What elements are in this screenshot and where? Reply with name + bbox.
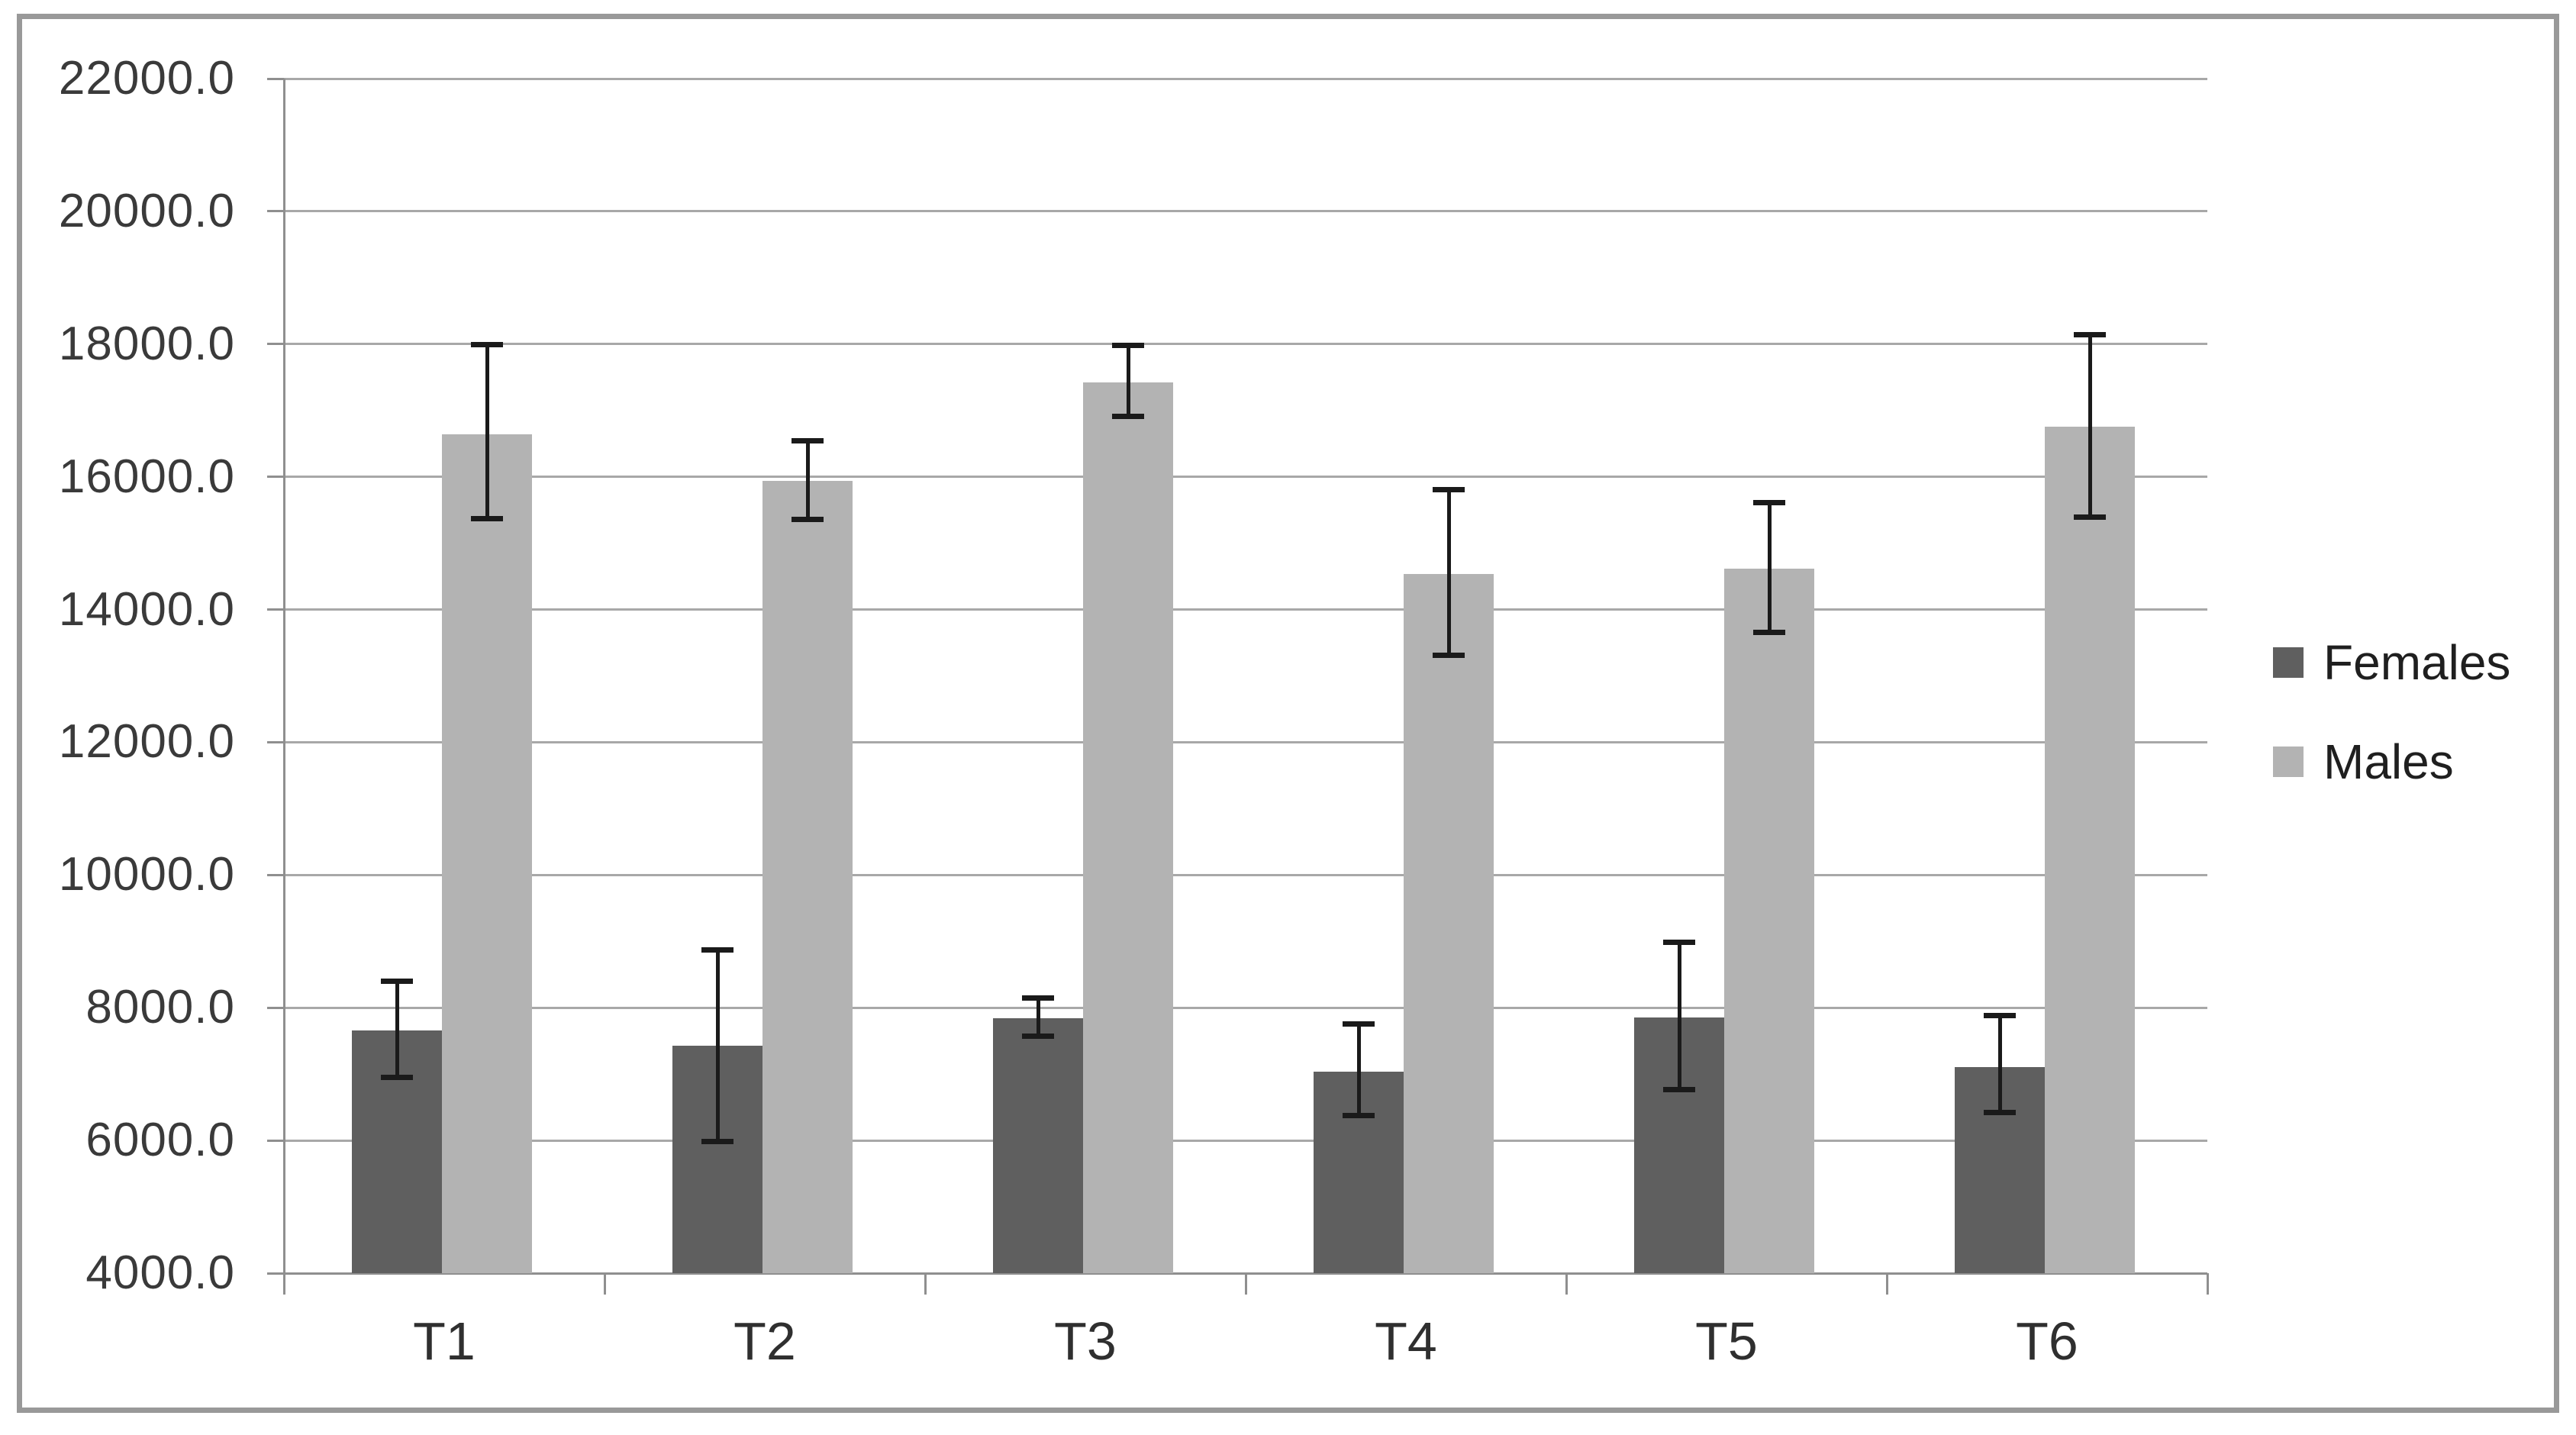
x-tick-label-T1: T1 bbox=[413, 1311, 476, 1371]
error-cap-top-males-T3 bbox=[1112, 343, 1144, 348]
error-cap-bottom-males-T1 bbox=[471, 516, 503, 521]
y-tick-4000 bbox=[267, 1272, 284, 1275]
y-tick-label-16000: 16000.0 bbox=[58, 450, 235, 503]
error-cap-bottom-males-T2 bbox=[791, 517, 824, 522]
gridline-18000 bbox=[284, 343, 2207, 345]
x-tick-3 bbox=[1245, 1273, 1247, 1295]
error-cap-top-males-T2 bbox=[791, 438, 824, 443]
error-stem-males-T5 bbox=[1768, 502, 1772, 633]
error-cap-top-males-T1 bbox=[471, 342, 503, 347]
error-stem-females-T2 bbox=[716, 950, 720, 1142]
error-stem-females-T5 bbox=[1678, 942, 1681, 1090]
x-tick-6 bbox=[2207, 1273, 2209, 1295]
gridline-16000 bbox=[284, 476, 2207, 478]
error-stem-females-T3 bbox=[1037, 998, 1040, 1036]
x-tick-4 bbox=[1565, 1273, 1568, 1295]
gridline-22000 bbox=[284, 78, 2207, 80]
error-cap-top-females-T6 bbox=[1984, 1013, 2016, 1018]
error-cap-top-females-T4 bbox=[1343, 1021, 1375, 1027]
error-stem-females-T6 bbox=[1998, 1015, 2002, 1113]
y-tick-18000 bbox=[267, 343, 284, 345]
error-stem-males-T3 bbox=[1127, 345, 1130, 418]
males-color-swatch-icon bbox=[2273, 747, 2304, 777]
x-tick-label-T5: T5 bbox=[1695, 1311, 1758, 1371]
error-cap-top-males-T4 bbox=[1433, 487, 1465, 492]
error-stem-females-T4 bbox=[1357, 1024, 1361, 1116]
y-tick-label-10000: 10000.0 bbox=[58, 848, 235, 901]
error-cap-top-males-T6 bbox=[2074, 332, 2106, 337]
error-cap-bottom-females-T2 bbox=[701, 1139, 733, 1144]
bar-females-T3 bbox=[993, 1018, 1083, 1273]
females-color-swatch-icon bbox=[2273, 647, 2304, 678]
error-stem-males-T1 bbox=[485, 344, 489, 520]
error-cap-top-females-T3 bbox=[1022, 995, 1054, 1001]
error-stem-males-T4 bbox=[1447, 489, 1451, 656]
y-tick-label-22000: 22000.0 bbox=[58, 52, 235, 105]
error-cap-bottom-females-T3 bbox=[1022, 1034, 1054, 1039]
x-tick-5 bbox=[1886, 1273, 1888, 1295]
gridline-6000 bbox=[284, 1140, 2207, 1142]
bar-males-T2 bbox=[762, 481, 853, 1273]
y-tick-label-8000: 8000.0 bbox=[85, 981, 235, 1034]
legend: Females Males bbox=[2273, 638, 2510, 837]
y-tick-label-18000: 18000.0 bbox=[58, 318, 235, 370]
x-tick-2 bbox=[924, 1273, 927, 1295]
error-cap-bottom-females-T5 bbox=[1663, 1087, 1695, 1092]
error-cap-top-males-T5 bbox=[1753, 500, 1785, 505]
error-stem-males-T6 bbox=[2088, 334, 2092, 518]
gridline-20000 bbox=[284, 210, 2207, 212]
legend-item-females: Females bbox=[2273, 638, 2510, 687]
y-tick-8000 bbox=[267, 1007, 284, 1009]
y-tick-label-6000: 6000.0 bbox=[85, 1114, 235, 1166]
bar-males-T1 bbox=[442, 434, 532, 1273]
bar-males-T4 bbox=[1404, 574, 1494, 1273]
gridline-12000 bbox=[284, 741, 2207, 743]
y-tick-label-14000: 14000.0 bbox=[58, 583, 235, 636]
y-tick-16000 bbox=[267, 476, 284, 478]
error-cap-bottom-males-T5 bbox=[1753, 630, 1785, 635]
x-tick-label-T2: T2 bbox=[733, 1311, 796, 1371]
bar-males-T5 bbox=[1724, 569, 1814, 1273]
y-axis-line bbox=[283, 79, 285, 1275]
error-cap-bottom-males-T3 bbox=[1112, 414, 1144, 419]
y-tick-22000 bbox=[267, 78, 284, 80]
y-tick-10000 bbox=[267, 874, 284, 876]
legend-item-males: Males bbox=[2273, 737, 2510, 786]
error-cap-bottom-females-T6 bbox=[1984, 1110, 2016, 1115]
gridline-10000 bbox=[284, 874, 2207, 876]
error-cap-top-females-T1 bbox=[381, 979, 413, 984]
y-tick-20000 bbox=[267, 210, 284, 212]
error-cap-bottom-males-T6 bbox=[2074, 514, 2106, 520]
x-tick-label-T3: T3 bbox=[1054, 1311, 1117, 1371]
legend-label-males: Males bbox=[2323, 734, 2454, 789]
x-tick-label-T4: T4 bbox=[1375, 1311, 1437, 1371]
y-tick-12000 bbox=[267, 741, 284, 743]
gridline-8000 bbox=[284, 1007, 2207, 1009]
error-cap-bottom-males-T4 bbox=[1433, 653, 1465, 658]
bar-males-T6 bbox=[2045, 427, 2135, 1273]
error-stem-females-T1 bbox=[395, 981, 399, 1078]
y-tick-14000 bbox=[267, 608, 284, 611]
error-cap-top-females-T2 bbox=[701, 947, 733, 953]
y-tick-label-20000: 20000.0 bbox=[58, 185, 235, 237]
x-tick-0 bbox=[283, 1273, 285, 1295]
error-cap-top-females-T5 bbox=[1663, 940, 1695, 945]
y-tick-6000 bbox=[267, 1140, 284, 1142]
error-stem-males-T2 bbox=[806, 440, 810, 520]
bar-males-T3 bbox=[1083, 382, 1173, 1273]
x-tick-label-T6: T6 bbox=[2016, 1311, 2078, 1371]
y-tick-label-12000: 12000.0 bbox=[58, 715, 235, 768]
error-cap-bottom-females-T4 bbox=[1343, 1113, 1375, 1118]
legend-label-females: Females bbox=[2323, 635, 2511, 690]
gridline-14000 bbox=[284, 608, 2207, 611]
y-tick-label-4000: 4000.0 bbox=[85, 1246, 235, 1299]
x-tick-1 bbox=[604, 1273, 606, 1295]
error-cap-bottom-females-T1 bbox=[381, 1075, 413, 1080]
